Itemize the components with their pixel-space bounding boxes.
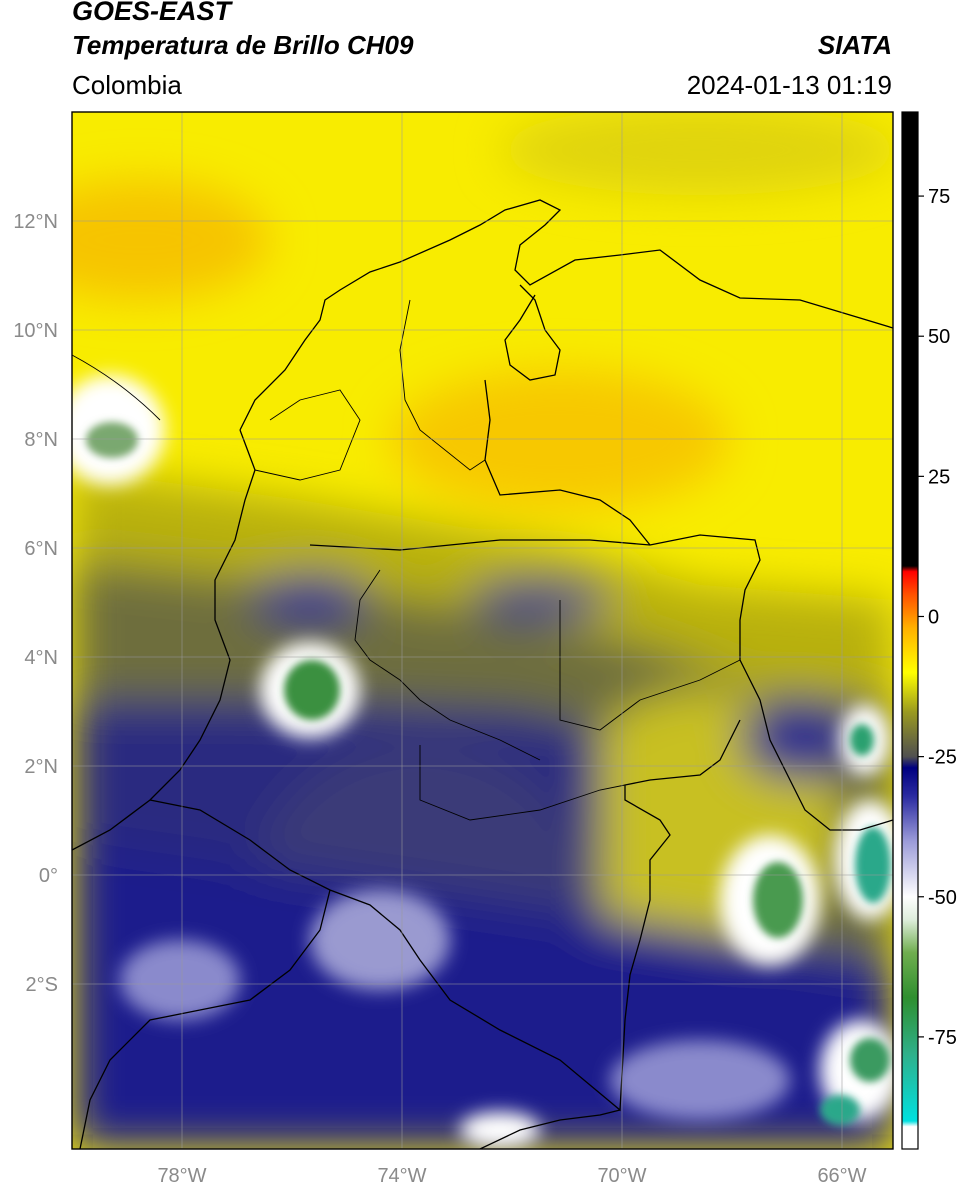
latitude-tick-label: 10°N (13, 320, 58, 342)
colorbar-tick-label: -75 (928, 1027, 957, 1049)
satellite-title: GOES-EAST (72, 0, 232, 26)
colorbar-tick-label: 25 (928, 466, 950, 488)
product-title: Temperatura de Brillo CH09 (72, 30, 414, 60)
longitude-tick-label: 78°W (157, 1165, 206, 1187)
latitude-tick-label: 4°N (24, 647, 58, 669)
colorbar-tick-label: 75 (928, 186, 950, 208)
colorbar-tick-label: 50 (928, 326, 950, 348)
satellite-imagery (72, 112, 893, 1149)
colorbar (901, 111, 919, 1150)
organization-label: SIATA (817, 30, 892, 60)
latitude-tick-label: 0° (39, 865, 58, 887)
gridlines (72, 112, 893, 1149)
region-label: Colombia (72, 70, 182, 100)
colorbar-tick-label: -25 (928, 747, 957, 769)
latitude-labels: 12°N 10°N 8°N 6°N 4°N 2°N 0° 2°S (13, 211, 58, 996)
country-boundaries (72, 199, 893, 1149)
latitude-tick-label: 6°N (24, 538, 58, 560)
longitude-tick-label: 74°W (377, 1165, 426, 1187)
latitude-tick-label: 12°N (13, 211, 58, 233)
longitude-tick-label: 66°W (817, 1165, 866, 1187)
latitude-tick-label: 8°N (24, 429, 58, 451)
map-frame (71, 111, 894, 1150)
timestamp-label: 2024-01-13 01:19 (686, 70, 892, 100)
longitude-tick-label: 70°W (597, 1165, 646, 1187)
colorbar-ticks: 75 50 25 0 -25 -50 -75 (918, 186, 957, 1049)
latitude-tick-label: 2°S (26, 974, 58, 996)
colorbar-tick-label: -50 (928, 887, 957, 909)
longitude-labels: 78°W 74°W 70°W 66°W (157, 1165, 866, 1187)
latitude-tick-label: 2°N (24, 756, 58, 778)
colorbar-tick-label: 0 (928, 606, 939, 628)
